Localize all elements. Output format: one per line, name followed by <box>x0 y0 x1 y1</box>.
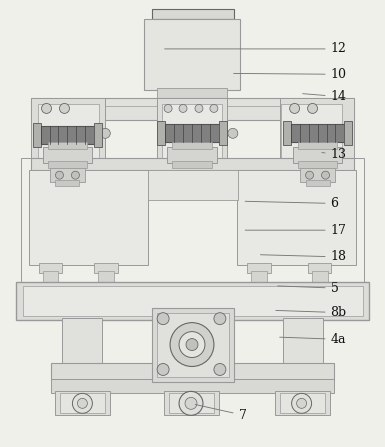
Circle shape <box>42 103 52 114</box>
Text: 10: 10 <box>234 68 346 81</box>
Circle shape <box>157 313 169 325</box>
Bar <box>308 263 331 273</box>
Circle shape <box>210 105 218 112</box>
Bar <box>172 161 212 168</box>
Bar <box>30 98 355 120</box>
Bar <box>345 122 352 145</box>
Circle shape <box>185 397 197 409</box>
Bar <box>298 142 338 149</box>
Circle shape <box>164 105 172 112</box>
Circle shape <box>72 393 92 413</box>
Circle shape <box>296 398 306 408</box>
Bar <box>157 98 227 188</box>
Circle shape <box>308 103 318 114</box>
Bar <box>288 124 347 142</box>
Circle shape <box>214 363 226 375</box>
Bar <box>298 161 338 168</box>
Bar <box>60 393 105 413</box>
Bar <box>300 168 335 182</box>
Circle shape <box>179 332 205 358</box>
Bar <box>172 142 212 149</box>
Bar <box>247 263 271 273</box>
Text: 5: 5 <box>278 282 338 295</box>
Bar <box>55 392 110 415</box>
Text: 13: 13 <box>322 148 347 161</box>
Bar <box>98 271 114 283</box>
Bar <box>152 308 234 383</box>
Circle shape <box>170 323 214 367</box>
Circle shape <box>321 171 330 179</box>
Bar <box>50 380 335 393</box>
Bar <box>47 161 87 168</box>
Bar <box>23 286 363 316</box>
Bar <box>47 142 87 149</box>
Text: 14: 14 <box>303 90 346 103</box>
Bar <box>28 170 148 265</box>
Bar <box>38 127 97 144</box>
Bar <box>164 392 219 415</box>
Text: 6: 6 <box>245 197 338 210</box>
Bar <box>62 318 102 366</box>
Circle shape <box>228 128 238 138</box>
Circle shape <box>214 313 226 325</box>
Circle shape <box>77 398 87 408</box>
Bar <box>283 122 291 145</box>
Bar <box>306 180 330 186</box>
Circle shape <box>179 105 187 112</box>
Bar <box>94 263 118 273</box>
Text: 8b: 8b <box>276 306 347 319</box>
Bar <box>38 263 62 273</box>
Bar <box>148 170 238 200</box>
Text: 18: 18 <box>261 250 346 263</box>
Bar <box>50 168 85 182</box>
Bar <box>33 123 40 147</box>
Circle shape <box>306 171 313 179</box>
Bar <box>280 393 325 413</box>
Bar <box>144 19 240 90</box>
Bar <box>157 313 229 377</box>
Bar <box>169 393 214 413</box>
Bar <box>157 122 165 145</box>
Circle shape <box>195 105 203 112</box>
Bar <box>43 271 59 283</box>
Bar <box>275 392 330 415</box>
Bar <box>283 318 323 366</box>
Bar <box>311 271 328 283</box>
Bar <box>21 158 364 283</box>
Bar <box>16 282 369 320</box>
Bar <box>162 105 222 186</box>
Bar <box>237 170 357 265</box>
Bar <box>50 363 335 381</box>
Bar <box>251 271 267 283</box>
Bar <box>55 180 79 186</box>
Circle shape <box>59 103 69 114</box>
Bar <box>280 98 355 188</box>
Bar <box>219 122 227 145</box>
Text: 4a: 4a <box>280 333 346 346</box>
Circle shape <box>100 128 110 138</box>
Bar <box>94 123 102 147</box>
Circle shape <box>157 363 169 375</box>
Circle shape <box>186 338 198 350</box>
Bar <box>152 9 234 19</box>
Bar <box>43 147 92 163</box>
Bar <box>293 147 342 163</box>
Bar <box>167 147 217 163</box>
Text: 17: 17 <box>245 224 346 236</box>
Bar <box>157 89 227 101</box>
Circle shape <box>290 103 300 114</box>
Bar <box>281 105 342 186</box>
Circle shape <box>179 392 203 415</box>
Circle shape <box>292 393 311 413</box>
Circle shape <box>72 171 79 179</box>
Text: 12: 12 <box>164 42 346 55</box>
Circle shape <box>55 171 64 179</box>
Text: 7: 7 <box>195 405 246 422</box>
Bar <box>30 158 355 170</box>
Bar <box>38 105 99 186</box>
Bar <box>162 124 222 142</box>
Bar <box>30 98 105 188</box>
